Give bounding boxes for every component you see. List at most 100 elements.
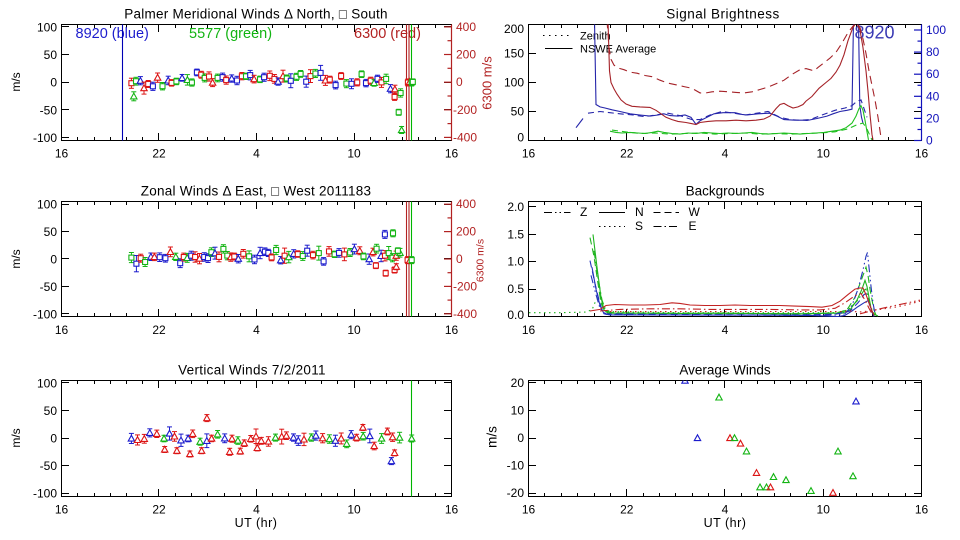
svg-text:400: 400 xyxy=(456,197,476,211)
svg-text:-200: -200 xyxy=(453,279,477,293)
svg-text:4: 4 xyxy=(722,503,729,517)
svg-text:0: 0 xyxy=(50,76,57,90)
svg-text:400: 400 xyxy=(456,20,476,34)
svg-text:0.0: 0.0 xyxy=(507,308,524,322)
svg-text:4: 4 xyxy=(253,503,260,517)
svg-text:16: 16 xyxy=(522,147,536,161)
svg-text:16: 16 xyxy=(55,503,69,517)
svg-text:5577 (green): 5577 (green) xyxy=(189,26,272,42)
svg-text:Backgrounds: Backgrounds xyxy=(686,184,765,199)
svg-text:UT (hr): UT (hr) xyxy=(235,516,278,530)
svg-text:4: 4 xyxy=(722,323,729,337)
svg-text:50: 50 xyxy=(44,225,58,239)
svg-text:4: 4 xyxy=(722,147,729,161)
svg-text:16: 16 xyxy=(445,323,459,337)
svg-text:-200: -200 xyxy=(453,103,477,117)
svg-text:20: 20 xyxy=(511,376,525,390)
svg-text:50: 50 xyxy=(511,105,525,119)
svg-text:0: 0 xyxy=(50,253,57,267)
svg-text:16: 16 xyxy=(445,147,459,161)
svg-text:6300 (red): 6300 (red) xyxy=(354,26,421,42)
svg-text:Vertical Winds 7/2/2011: Vertical Winds 7/2/2011 xyxy=(178,363,326,378)
svg-text:UT (hr): UT (hr) xyxy=(704,516,747,530)
svg-text:22: 22 xyxy=(152,503,166,517)
svg-text:20: 20 xyxy=(926,111,940,125)
svg-text:Palmer Meridional Winds Δ Nort: Palmer Meridional Winds Δ North, □ South xyxy=(124,7,388,22)
svg-text:W: W xyxy=(689,205,701,219)
svg-text:50: 50 xyxy=(44,404,58,418)
svg-text:0: 0 xyxy=(456,252,463,266)
svg-text:2.0: 2.0 xyxy=(507,200,524,214)
svg-text:100: 100 xyxy=(37,376,57,390)
svg-text:m/s: m/s xyxy=(9,72,23,91)
svg-text:-400: -400 xyxy=(453,307,477,321)
svg-text:150: 150 xyxy=(504,47,524,61)
svg-text:22: 22 xyxy=(620,503,634,517)
svg-text:1.5: 1.5 xyxy=(507,227,524,241)
svg-text:16: 16 xyxy=(915,147,929,161)
svg-text:10: 10 xyxy=(817,147,831,161)
svg-text:-100: -100 xyxy=(33,487,57,501)
svg-text:4: 4 xyxy=(253,323,260,337)
svg-text:0: 0 xyxy=(50,432,57,446)
svg-text:16: 16 xyxy=(915,503,929,517)
svg-text:-100: -100 xyxy=(33,307,57,321)
svg-text:0: 0 xyxy=(456,75,463,89)
svg-text:40: 40 xyxy=(926,89,940,103)
svg-text:10: 10 xyxy=(817,323,831,337)
svg-text:16: 16 xyxy=(522,323,536,337)
svg-text:8920: 8920 xyxy=(855,23,895,43)
svg-text:80: 80 xyxy=(926,45,940,59)
svg-text:-100: -100 xyxy=(33,131,57,145)
svg-text:6300 m/s: 6300 m/s xyxy=(475,239,487,282)
svg-text:50: 50 xyxy=(44,48,58,62)
svg-text:16: 16 xyxy=(55,323,69,337)
svg-text:0: 0 xyxy=(517,431,524,445)
svg-text:16: 16 xyxy=(522,503,536,517)
svg-text:22: 22 xyxy=(620,147,634,161)
svg-text:NSWE Average: NSWE Average xyxy=(580,43,656,55)
svg-text:10: 10 xyxy=(347,503,361,517)
svg-text:200: 200 xyxy=(456,48,476,62)
svg-text:60: 60 xyxy=(926,67,940,81)
svg-text:6300 m/s: 6300 m/s xyxy=(480,56,495,110)
svg-text:0.5: 0.5 xyxy=(507,282,524,296)
svg-text:10: 10 xyxy=(347,147,361,161)
svg-text:100: 100 xyxy=(504,76,524,90)
svg-text:16: 16 xyxy=(915,323,929,337)
svg-text:-50: -50 xyxy=(40,459,58,473)
svg-text:-50: -50 xyxy=(40,280,58,294)
svg-text:-50: -50 xyxy=(40,103,58,117)
svg-text:100: 100 xyxy=(37,198,57,212)
svg-text:Average Winds: Average Winds xyxy=(679,363,771,378)
svg-text:Zonal Winds Δ East, □ West 201: Zonal Winds Δ East, □ West 2011183 xyxy=(141,184,372,199)
svg-text:m/s: m/s xyxy=(9,428,23,447)
svg-text:N: N xyxy=(635,205,644,219)
svg-text:200: 200 xyxy=(456,225,476,239)
svg-text:-400: -400 xyxy=(453,130,477,144)
svg-text:Signal Brightness: Signal Brightness xyxy=(666,7,780,22)
svg-text:4: 4 xyxy=(253,147,260,161)
svg-text:100: 100 xyxy=(926,23,946,37)
svg-text:S: S xyxy=(635,219,643,233)
svg-text:22: 22 xyxy=(620,323,634,337)
svg-text:10: 10 xyxy=(817,503,831,517)
svg-text:200: 200 xyxy=(504,22,524,36)
svg-text:16: 16 xyxy=(55,147,69,161)
svg-text:-20: -20 xyxy=(507,486,525,500)
svg-text:100: 100 xyxy=(37,20,57,34)
svg-text:16: 16 xyxy=(445,503,459,517)
svg-text:10: 10 xyxy=(511,403,525,417)
svg-text:-10: -10 xyxy=(507,459,525,473)
svg-text:10: 10 xyxy=(347,323,361,337)
svg-text:m/s: m/s xyxy=(485,426,500,448)
svg-text:1.0: 1.0 xyxy=(507,255,524,269)
svg-text:0: 0 xyxy=(926,134,933,148)
svg-text:Z: Z xyxy=(580,205,587,219)
svg-text:E: E xyxy=(689,219,697,233)
svg-text:0: 0 xyxy=(517,131,524,145)
svg-text:22: 22 xyxy=(152,323,166,337)
svg-text:8920 (blue): 8920 (blue) xyxy=(76,26,149,42)
svg-text:22: 22 xyxy=(152,147,166,161)
svg-text:m/s: m/s xyxy=(9,249,23,268)
